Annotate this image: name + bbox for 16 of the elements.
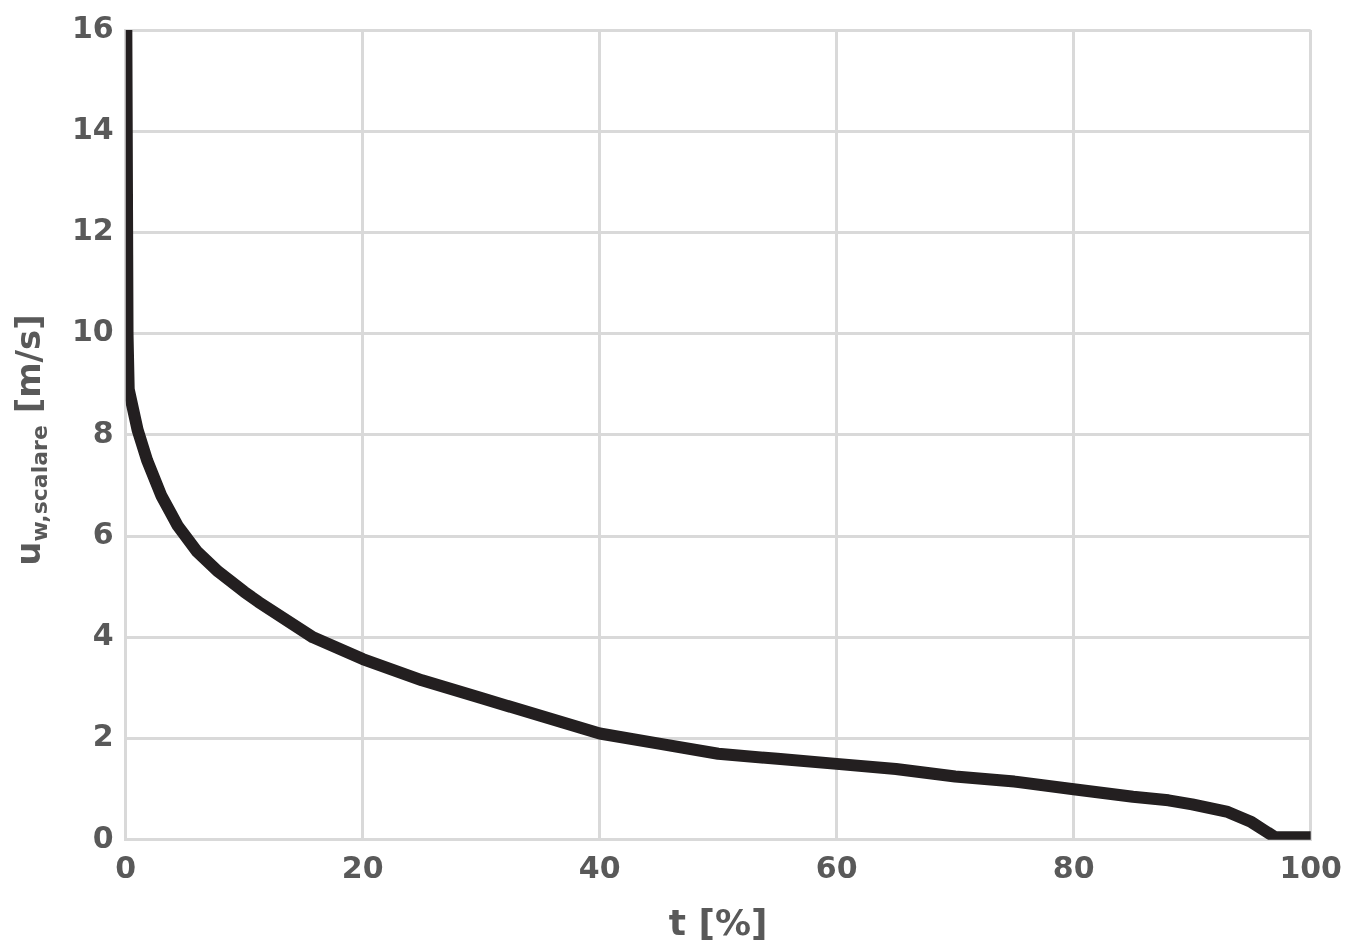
y-tick-label: 0 (92, 819, 114, 855)
y-tick-label: 10 (72, 313, 114, 349)
x-tick-label: 60 (815, 849, 858, 885)
y-tick-label: 4 (92, 617, 114, 653)
y-tick-label: 12 (72, 212, 114, 248)
y-tick-label: 6 (92, 515, 114, 551)
y-tick-label: 16 (72, 9, 114, 45)
x-tick-label: 80 (1052, 849, 1095, 885)
x-tick-label: 40 (578, 849, 621, 885)
x-tick-label: 0 (115, 849, 137, 885)
y-tick-label: 2 (92, 718, 114, 754)
x-tick-label: 100 (1279, 849, 1342, 885)
y-tick-label: 8 (92, 414, 114, 450)
x-axis-title: t [%] (668, 901, 768, 943)
x-tick-label: 20 (341, 849, 384, 885)
y-tick-label: 14 (72, 111, 114, 147)
